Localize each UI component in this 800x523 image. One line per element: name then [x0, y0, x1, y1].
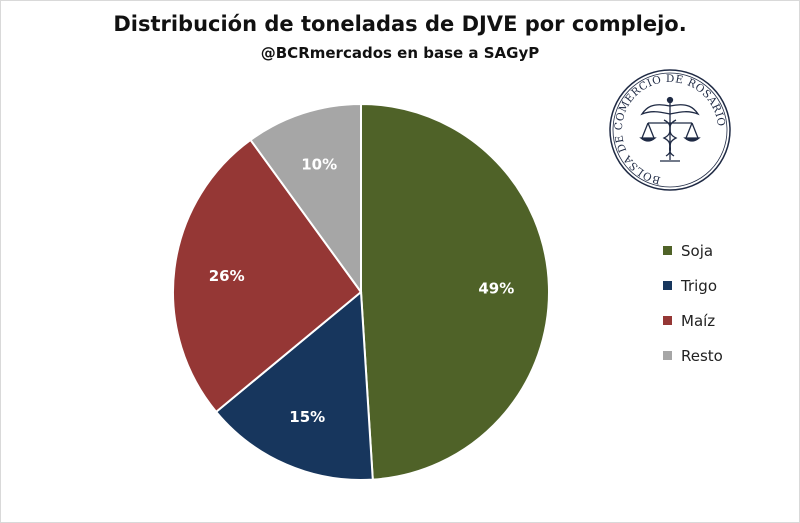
pie-slice-resto	[249, 102, 362, 296]
legend-label-soja: Soja	[681, 241, 714, 260]
caduceus-scales-icon	[639, 96, 701, 162]
data-label-trigo: 15%	[289, 408, 325, 426]
pie-slice-trigo	[214, 289, 374, 481]
legend-swatch-trigo	[663, 281, 672, 290]
legend-label-resto: Resto	[681, 346, 723, 365]
chart-legend: Soja Trigo Maíz Resto	[663, 233, 723, 373]
legend-item-resto: Resto	[663, 338, 723, 373]
legend-item-maiz: Maíz	[663, 303, 723, 338]
pie-slice-soja	[360, 102, 550, 481]
chart-subtitle: @BCRmercados en base a SAGyP	[260, 44, 540, 62]
data-label-resto: 10%	[301, 155, 337, 173]
data-label-maiz: 26%	[209, 267, 245, 285]
legend-label-trigo: Trigo	[681, 276, 717, 295]
bcr-logo: BOLSA DE COMERCIO DE ROSARIO	[609, 69, 731, 191]
data-label-soja: 49%	[478, 280, 514, 298]
legend-swatch-resto	[663, 351, 672, 360]
legend-swatch-maiz	[663, 316, 672, 325]
legend-swatch-soja	[663, 246, 672, 255]
legend-item-soja: Soja	[663, 233, 723, 268]
legend-label-maiz: Maíz	[681, 311, 716, 330]
chart-title: Distribución de toneladas de DJVE por co…	[113, 12, 687, 36]
legend-item-trigo: Trigo	[663, 268, 723, 303]
pie-slice-maiz	[172, 138, 363, 414]
